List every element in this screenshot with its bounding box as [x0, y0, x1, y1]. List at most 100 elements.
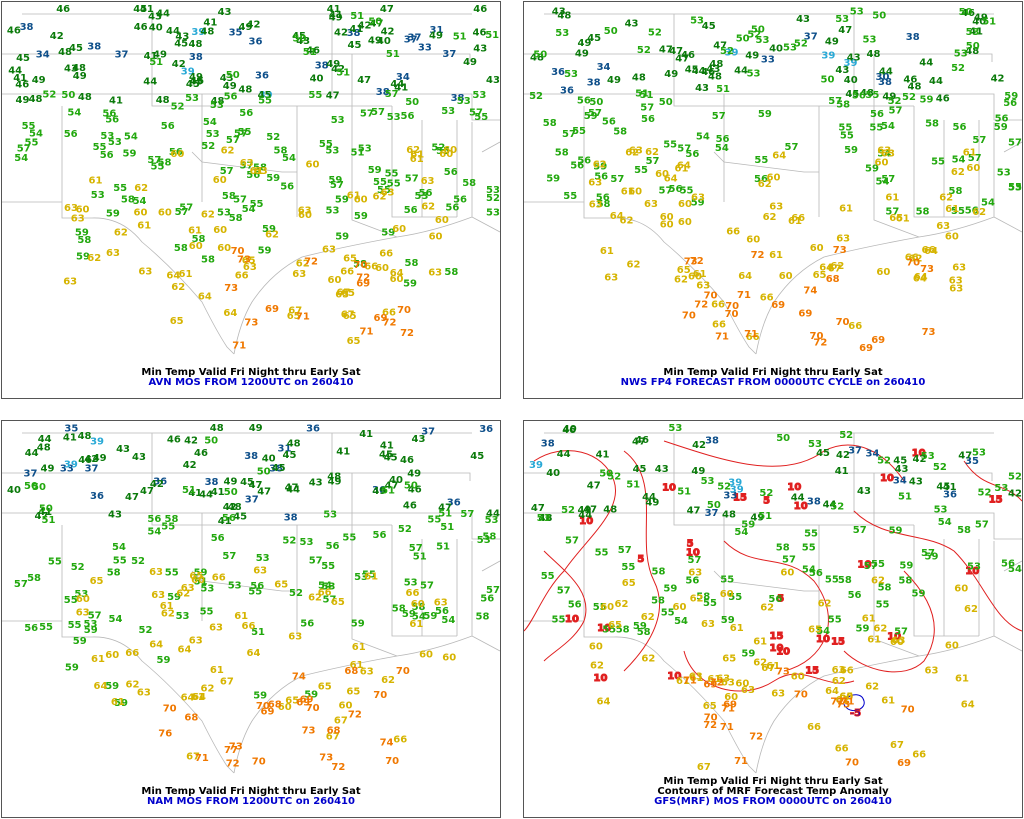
station-temp: 71	[841, 697, 855, 708]
station-temp: 62	[176, 589, 190, 600]
station-temp: 72	[690, 256, 704, 267]
station-temp: 43	[655, 464, 669, 475]
anomaly-label: 10	[565, 614, 579, 625]
station-temp: 55	[703, 598, 717, 609]
station-temp: 69	[300, 694, 314, 705]
station-temp: 38	[284, 513, 298, 524]
station-temp: 53	[176, 611, 190, 622]
station-temp: 48	[709, 59, 723, 70]
station-temp: 48	[210, 423, 224, 434]
station-temp: 54	[109, 614, 123, 625]
station-temp: 52	[266, 132, 280, 143]
station-temp: 57	[588, 108, 602, 119]
station-temp: 60	[628, 186, 642, 197]
station-temp: 73	[836, 700, 850, 711]
station-temp: 60	[780, 568, 794, 579]
station-temp: 62	[308, 593, 322, 604]
station-temp: 57	[972, 135, 986, 146]
station-temp: 62	[760, 603, 774, 614]
station-temp: 63	[71, 213, 85, 224]
station-temp: 63	[949, 276, 963, 287]
station-temp: 53	[325, 146, 339, 157]
station-temp: 59	[546, 173, 560, 184]
station-temp: 38	[269, 464, 283, 475]
station-temp: 71	[734, 756, 748, 767]
station-temp: 44	[791, 493, 805, 504]
station-temp: 48	[156, 95, 170, 106]
station-temp: 51	[251, 627, 265, 638]
station-temp: 37	[404, 35, 418, 46]
station-temp: 71	[721, 704, 735, 715]
station-temp: 56	[1003, 98, 1017, 109]
station-temp: 60	[298, 210, 312, 221]
station-temp: 48	[603, 504, 617, 515]
station-temp: 48	[72, 63, 86, 74]
station-temp: 45	[174, 39, 188, 50]
station-temp: 61	[250, 166, 264, 177]
station-temp: 63	[149, 567, 163, 578]
station-temp: 66	[807, 722, 821, 733]
station-temp: 64	[924, 246, 938, 257]
station-temp: 55	[825, 574, 839, 585]
station-temp: 43	[64, 64, 78, 75]
station-temp: 64	[94, 681, 108, 692]
station-temp: 59	[899, 561, 913, 572]
station-temp: 61	[89, 176, 103, 187]
station-temp: 64	[913, 273, 927, 284]
station-temp: 60	[375, 263, 389, 274]
station-temp: 43	[706, 64, 720, 75]
station-temp: 61	[766, 661, 780, 672]
station-temp: 70	[704, 713, 718, 724]
station-temp: 45	[379, 450, 393, 461]
station-temp: 67	[761, 663, 775, 674]
station-temp: 55	[385, 169, 399, 180]
station-temp: 56	[401, 111, 415, 122]
station-temp: 64	[664, 174, 678, 185]
station-temp: 71	[715, 332, 729, 343]
station-temp: 56	[848, 590, 862, 601]
station-temp: 51	[386, 49, 400, 60]
station-temp: 49	[93, 453, 107, 464]
station-temp: 46	[936, 94, 950, 105]
station-temp: 52	[431, 142, 445, 153]
station-temp: 61	[137, 220, 151, 231]
station-temp: 53	[100, 131, 114, 142]
station-temp: 52	[648, 27, 662, 38]
station-temp: 63	[589, 200, 603, 211]
station-temp: 43	[857, 486, 871, 497]
station-temp: 36	[249, 37, 263, 48]
station-temp: 51	[381, 486, 395, 497]
station-temp: 44	[734, 65, 748, 76]
station-temp: 54	[203, 117, 217, 128]
station-temp: 55	[621, 562, 635, 573]
station-temp: 65	[318, 682, 332, 693]
station-temp: 53	[91, 190, 105, 201]
station-temp: 44	[156, 9, 170, 20]
station-temp: 55	[39, 622, 53, 633]
station-temp: 45	[233, 511, 247, 522]
station-temp: 59	[403, 278, 417, 289]
station-temp: 70	[354, 260, 368, 271]
station-temp: 71	[720, 722, 734, 733]
station-temp: 31	[430, 25, 444, 36]
station-temp: 50	[776, 433, 790, 444]
station-temp: 59	[741, 519, 755, 530]
station-temp: 42	[84, 454, 98, 465]
station-temp: 55	[838, 123, 852, 134]
anomaly-label: 10	[579, 516, 593, 527]
station-temp: 52	[486, 193, 500, 204]
station-temp: 36	[153, 476, 167, 487]
station-temp: 54	[802, 564, 816, 575]
station-temp: 56	[404, 205, 418, 216]
station-temp: 70	[725, 301, 739, 312]
station-temp: 58	[637, 627, 651, 638]
station-temp: 55	[25, 138, 39, 149]
station-temp: 53	[966, 27, 980, 38]
station-temp: 51	[635, 89, 649, 100]
station-temp: 41	[327, 4, 341, 15]
station-temp: 56	[768, 594, 782, 605]
station-temp: 48	[867, 49, 881, 60]
station-temp: 66	[840, 665, 854, 676]
station-temp: 58	[898, 576, 912, 587]
station-temp: 43	[220, 73, 234, 84]
